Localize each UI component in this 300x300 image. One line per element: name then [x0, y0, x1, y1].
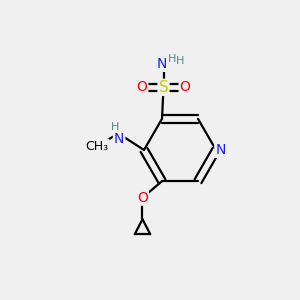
Text: H: H [111, 122, 120, 132]
Text: CH₃: CH₃ [85, 140, 109, 153]
Text: N: N [215, 143, 226, 157]
Text: S: S [159, 80, 168, 95]
Text: N: N [114, 132, 124, 146]
Text: N: N [157, 57, 167, 71]
Text: O: O [136, 80, 147, 94]
Text: O: O [137, 191, 148, 205]
Text: H: H [176, 56, 184, 66]
Text: H: H [168, 53, 177, 64]
Text: O: O [180, 80, 190, 94]
